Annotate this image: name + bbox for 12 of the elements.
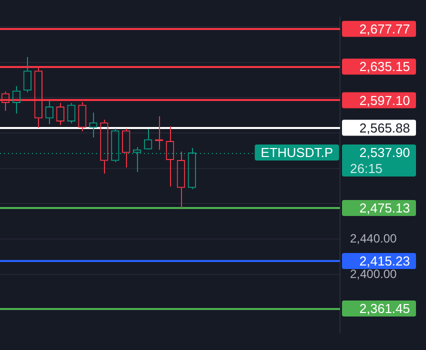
text: 26:15 <box>350 161 383 176</box>
ref-line-label: 2,635.15 <box>359 59 410 74</box>
y-tick-label: 2,440.00 <box>350 231 398 246</box>
ref-line-label: 2,415.23 <box>359 254 410 269</box>
ref-line-label: 2,565.88 <box>359 120 410 136</box>
ref-line-label: 2,677.77 <box>359 21 410 36</box>
annotation: ETHUSDT.P <box>260 145 334 160</box>
ref-line-label: 2,475.13 <box>359 200 410 216</box>
y-tick-label: 2,400.00 <box>350 266 398 281</box>
ref-line-label: 2,537.90 <box>359 145 410 160</box>
ref-line-label: 2,597.10 <box>359 92 410 108</box>
ref-line-label: 2,361.45 <box>359 301 410 316</box>
